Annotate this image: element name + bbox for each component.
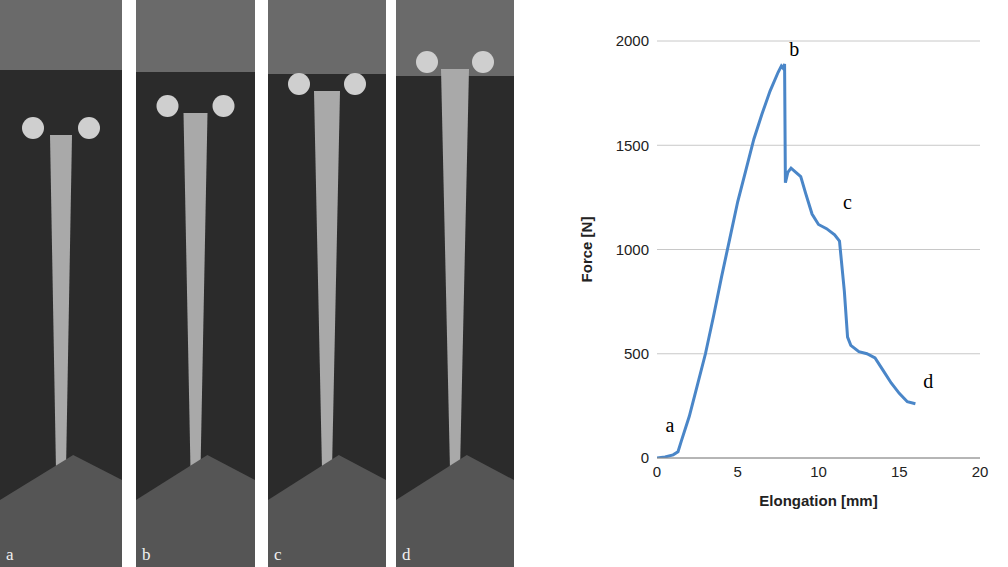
svg-text:5: 5 [734,463,742,480]
svg-text:d: d [402,545,411,564]
svg-text:2000: 2000 [616,32,649,49]
svg-text:500: 500 [624,345,649,362]
svg-text:15: 15 [891,463,908,480]
svg-text:0: 0 [653,463,661,480]
svg-text:a: a [6,545,14,564]
svg-text:Force [N]: Force [N] [578,217,595,283]
svg-text:1000: 1000 [616,241,649,258]
svg-text:b: b [789,38,799,60]
svg-text:Elongation [mm]: Elongation [mm] [759,492,877,509]
svg-text:10: 10 [810,463,827,480]
svg-text:0: 0 [641,449,649,466]
svg-text:1500: 1500 [616,137,649,154]
svg-text:b: b [142,545,151,564]
svg-text:c: c [274,545,282,564]
svg-text:d: d [923,370,933,392]
svg-text:20: 20 [972,463,989,480]
svg-text:c: c [843,191,852,213]
svg-text:a: a [665,414,674,436]
